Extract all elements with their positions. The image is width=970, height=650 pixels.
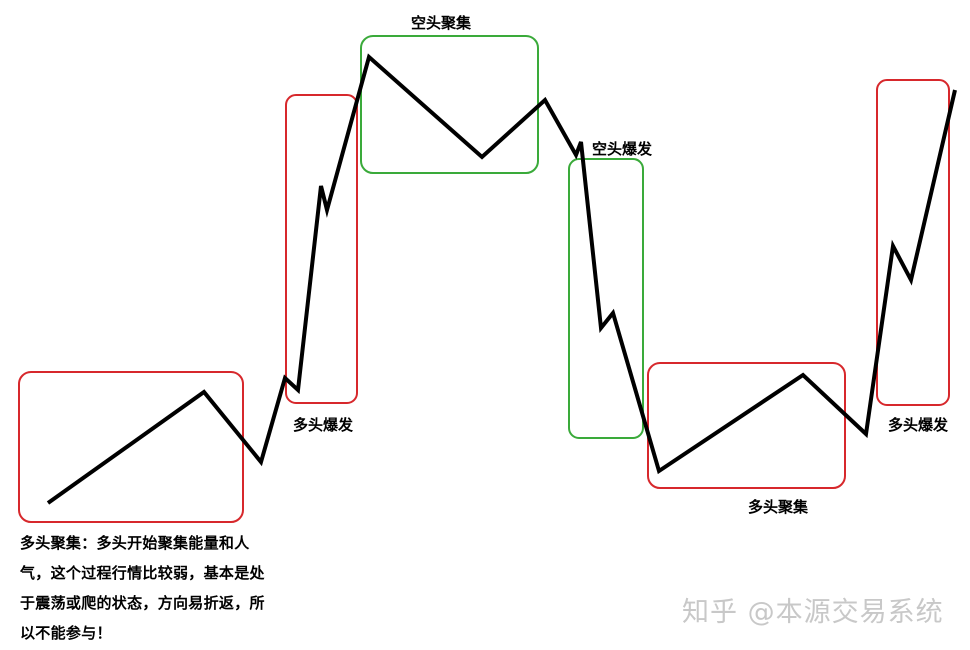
long-gather-box-right <box>647 362 846 489</box>
short-gather-box <box>360 35 539 174</box>
short-burst-box <box>568 158 644 439</box>
short-burst-label: 空头爆发 <box>592 140 653 158</box>
long-burst-box-right <box>876 79 950 406</box>
watermark: 知乎 @本源交易系统 <box>682 597 944 628</box>
long-burst-label-right: 多头爆发 <box>888 416 949 434</box>
long-gather-box-left <box>18 371 244 523</box>
long-gather-label: 多头聚集 <box>748 498 809 516</box>
short-gather-label: 空头聚集 <box>411 14 472 32</box>
long-burst-box-left <box>285 94 358 404</box>
long-burst-label-left: 多头爆发 <box>293 416 354 434</box>
explanation-note: 多头聚集：多头开始聚集能量和人气，这个过程行情比较弱，基本是处于震荡或爬的状态，… <box>20 534 265 642</box>
price-line <box>46 53 957 505</box>
